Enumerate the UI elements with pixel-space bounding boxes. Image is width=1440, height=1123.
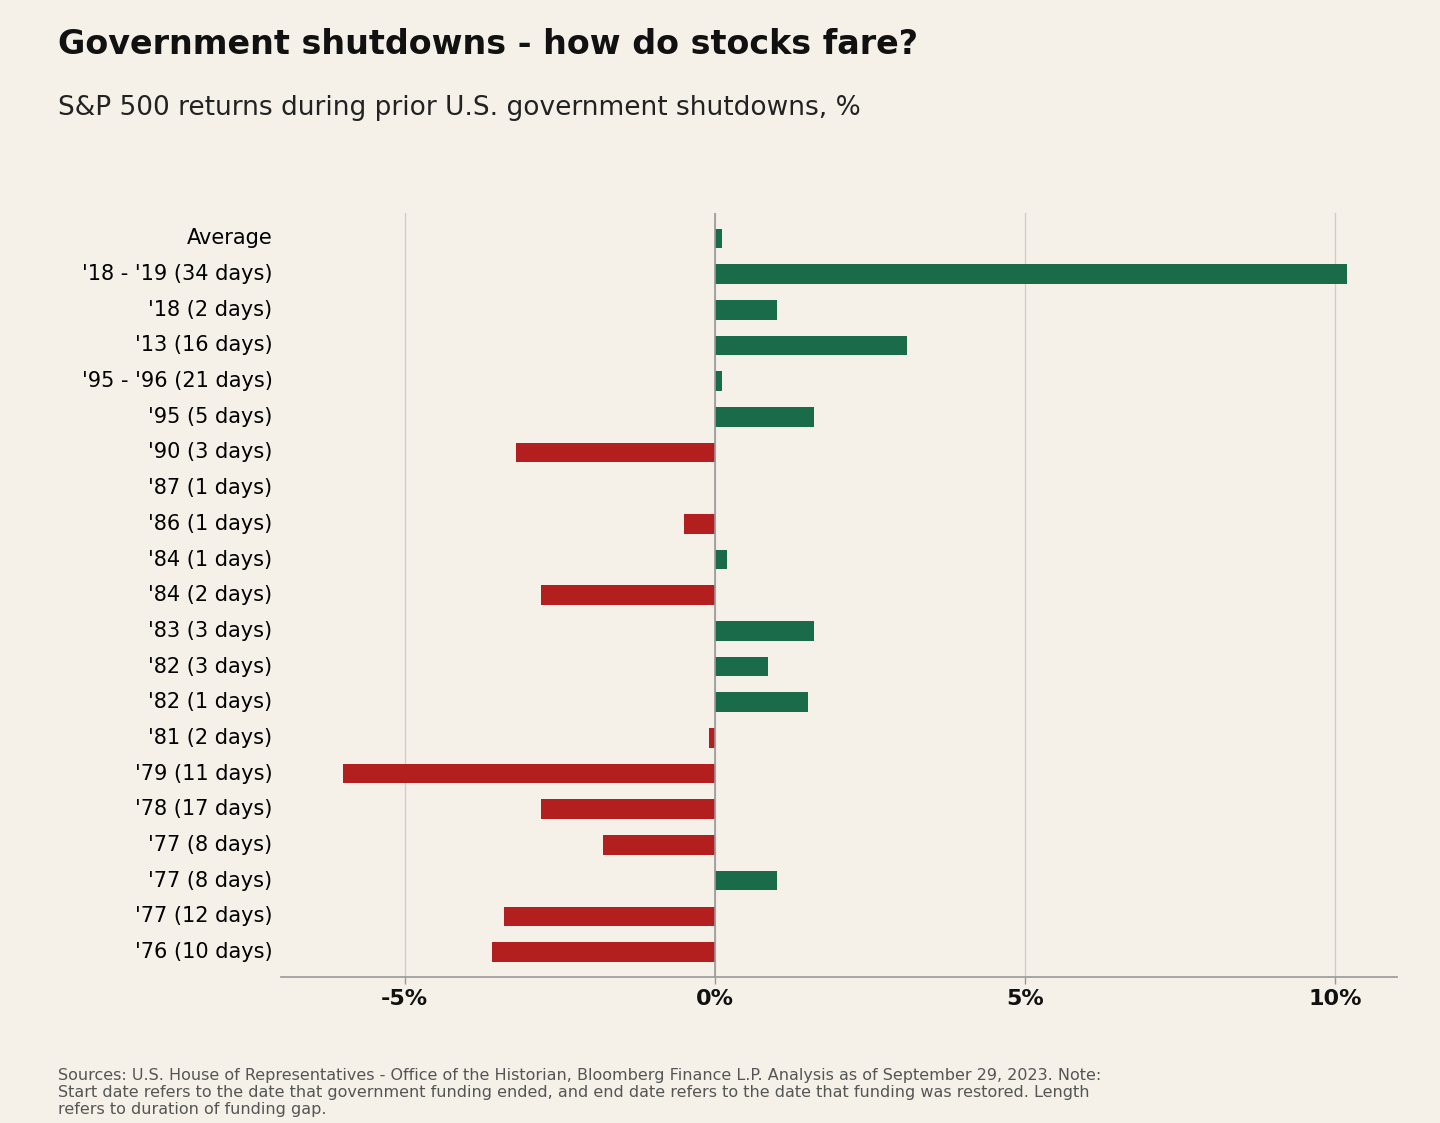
Bar — [714, 407, 814, 427]
Text: S&P 500 returns during prior U.S. government shutdowns, %: S&P 500 returns during prior U.S. govern… — [58, 95, 860, 121]
Bar — [714, 336, 907, 355]
Bar — [541, 800, 714, 819]
Bar — [714, 229, 723, 248]
Bar — [491, 942, 714, 961]
Bar — [714, 870, 776, 891]
Bar — [714, 300, 776, 320]
Bar — [504, 906, 714, 926]
Bar — [714, 549, 727, 569]
Bar — [603, 836, 714, 855]
Bar — [714, 264, 1348, 284]
Text: Sources: U.S. House of Representatives - Office of the Historian, Bloomberg Fina: Sources: U.S. House of Representatives -… — [58, 1068, 1100, 1117]
Text: Government shutdowns - how do stocks fare?: Government shutdowns - how do stocks far… — [58, 28, 917, 61]
Bar — [714, 372, 723, 391]
Bar — [517, 442, 714, 463]
Bar — [684, 514, 714, 533]
Bar — [541, 585, 714, 605]
Bar — [714, 621, 814, 641]
Bar — [343, 764, 714, 784]
Bar — [714, 693, 808, 712]
Bar — [708, 728, 714, 748]
Bar — [714, 657, 768, 676]
